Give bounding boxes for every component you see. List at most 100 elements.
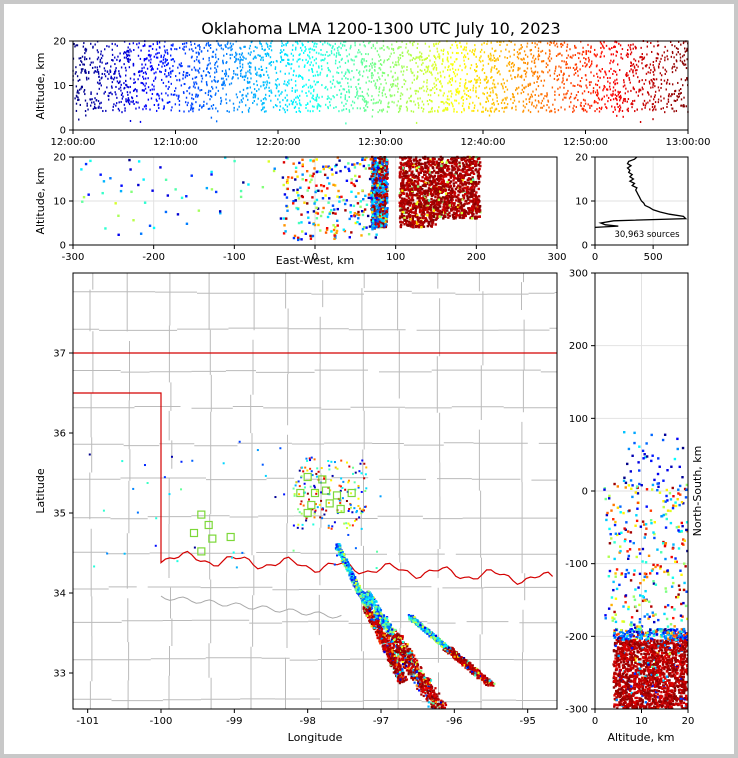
- ew-height-source: [413, 186, 416, 189]
- ew-height-source: [404, 184, 407, 187]
- time-height-source: [429, 110, 432, 113]
- time-height-source: [417, 106, 420, 109]
- ew-height-source: [450, 201, 453, 204]
- time-height-source: [340, 85, 342, 88]
- ew-height-source: [424, 164, 427, 167]
- time-height-source: [409, 41, 411, 44]
- time-height-source: [165, 75, 167, 78]
- time-height-source: [353, 63, 355, 66]
- ew-height-source: [416, 177, 419, 180]
- time-height-source: [510, 41, 512, 44]
- time-height-source: [631, 64, 633, 67]
- time-height-source: [586, 86, 588, 89]
- time-height-source: [77, 79, 79, 82]
- time-height-source: [454, 80, 457, 83]
- ew-height-source: [440, 160, 444, 164]
- time-height-source: [110, 65, 112, 68]
- time-height-source: [675, 69, 677, 72]
- time-height-source: [548, 59, 551, 62]
- time-height-source: [599, 55, 602, 58]
- time-height-source: [268, 89, 270, 92]
- ew-height-source: [455, 171, 459, 175]
- ew-height-source: [411, 207, 415, 211]
- time-height-source: [235, 59, 237, 62]
- time-height-source: [433, 91, 436, 94]
- time-height-source: [236, 73, 239, 76]
- time-height-source: [513, 99, 516, 102]
- time-height-source: [195, 76, 198, 79]
- time-height-source: [284, 72, 286, 75]
- time-height-source: [142, 45, 144, 48]
- time-height-source: [610, 53, 612, 56]
- ew-height-source: [433, 199, 436, 202]
- ew-height-source: [471, 166, 475, 170]
- ew-height-source: [432, 177, 435, 180]
- time-height-source: [639, 120, 642, 123]
- time-height-source: [198, 105, 201, 108]
- time-height-source: [438, 57, 441, 60]
- time-height-source: [235, 51, 237, 54]
- time-height-source: [341, 44, 344, 47]
- ew-height-source: [431, 223, 434, 226]
- time-height-source: [84, 93, 86, 96]
- time-height-source: [532, 54, 535, 57]
- ew-height-source: [417, 173, 421, 177]
- ew-height-source: [400, 207, 404, 210]
- time-height-source: [475, 86, 477, 89]
- time-height-source: [338, 51, 340, 54]
- time-height-source: [596, 72, 598, 75]
- time-height-source: [249, 44, 251, 47]
- ew-height-source: [453, 156, 456, 160]
- time-height-source: [217, 42, 219, 45]
- time-height-source: [309, 57, 311, 60]
- time-height-source: [104, 75, 107, 78]
- time-height-source: [385, 82, 387, 85]
- time-height-source: [410, 100, 413, 103]
- time-height-source: [625, 87, 627, 90]
- time-height-source: [92, 107, 95, 110]
- time-height-source: [492, 54, 495, 57]
- time-height-source: [627, 110, 629, 113]
- time-height-source: [682, 62, 684, 65]
- time-height-source: [379, 78, 381, 81]
- ew-height-source: [476, 170, 479, 174]
- time-height-source: [109, 69, 111, 72]
- time-height-source: [214, 71, 216, 74]
- time-height-source: [97, 100, 100, 103]
- ew-height-source: [408, 213, 412, 217]
- time-height-source: [435, 79, 437, 82]
- time-height-source: [532, 90, 534, 93]
- time-height-source: [484, 87, 486, 90]
- time-height-source: [113, 76, 116, 79]
- time-height-source: [585, 74, 587, 77]
- time-height-source: [324, 57, 326, 60]
- time-height-source: [141, 82, 144, 85]
- time-height-source: [284, 103, 287, 106]
- ew-height-source: [458, 162, 461, 166]
- time-height-source: [232, 76, 234, 79]
- time-height-source: [137, 78, 139, 81]
- time-height-source: [540, 60, 543, 63]
- time-height-source: [238, 105, 240, 108]
- time-height-source: [540, 50, 542, 53]
- time-height-source: [589, 104, 591, 107]
- ew-height-source: [372, 195, 375, 198]
- ew-height-source: [371, 202, 374, 205]
- time-height-source: [248, 61, 251, 64]
- time-height-source: [610, 93, 612, 96]
- time-height-source: [106, 45, 108, 48]
- ew-height-source: [467, 201, 471, 205]
- time-height-source: [557, 78, 560, 81]
- time-height-source: [685, 49, 688, 52]
- ew-height-source: [376, 161, 379, 165]
- time-height-source: [127, 99, 129, 102]
- ew-height-source: [450, 171, 453, 175]
- time-height-source: [255, 72, 257, 75]
- time-height-source: [342, 88, 344, 91]
- time-height-source: [601, 97, 604, 100]
- time-height-source: [524, 62, 526, 65]
- time-height-source: [611, 94, 613, 97]
- time-height-source: [632, 74, 635, 77]
- time-height-source: [225, 69, 227, 72]
- time-height-source: [216, 80, 219, 83]
